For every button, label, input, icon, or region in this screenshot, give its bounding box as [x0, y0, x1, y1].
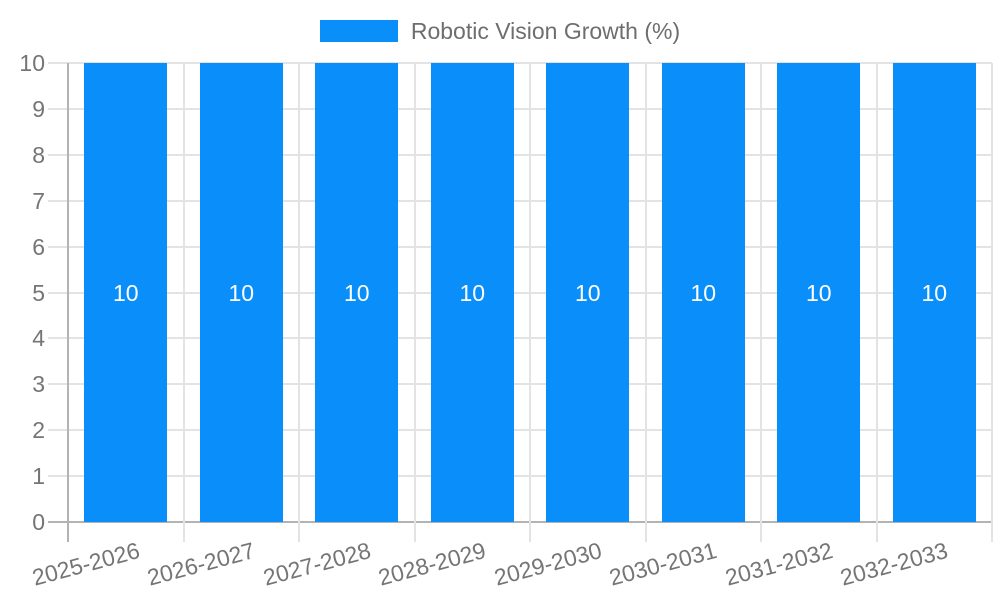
bar: 10: [315, 63, 399, 522]
gridline-horizontal: [48, 153, 992, 156]
bar: 10: [661, 63, 745, 522]
x-tick-label: 2027-2028: [260, 537, 374, 591]
gridline-vertical: [991, 63, 993, 542]
y-tick-label: 1: [32, 463, 45, 490]
y-tick-label: 10: [19, 50, 45, 76]
gridline-horizontal: [48, 429, 992, 432]
bar-value-label: 10: [921, 279, 948, 306]
bar: 10: [892, 63, 976, 522]
bar: 10: [546, 63, 630, 522]
bar-value-label: 10: [112, 279, 139, 306]
gridline-horizontal: [48, 62, 992, 64]
gridline-vertical: [644, 63, 647, 542]
gridline-horizontal: [48, 107, 992, 110]
x-tick-label: 2025-2026: [29, 537, 143, 591]
bar-value-label: 10: [343, 279, 370, 306]
y-tick-label: 8: [32, 141, 45, 168]
legend-label: Robotic Vision Growth (%): [410, 18, 681, 44]
gridline-horizontal: [48, 475, 992, 478]
y-tick-label: 9: [32, 95, 45, 122]
gridline-horizontal: [48, 245, 992, 248]
legend: Robotic Vision Growth (%): [0, 19, 1000, 43]
x-tick-label: 2029-2030: [491, 537, 605, 591]
bar-value-label: 10: [805, 279, 832, 306]
gridline-vertical: [529, 63, 531, 542]
y-axis-line: [67, 63, 69, 542]
gridline-horizontal: [48, 291, 992, 294]
bar-value-label: 10: [459, 279, 486, 306]
y-tick-label: 6: [32, 233, 45, 260]
legend-item[interactable]: Robotic Vision Growth (%): [319, 18, 681, 44]
gridline-horizontal: [48, 337, 992, 340]
y-tick-label: 7: [32, 187, 45, 214]
gridline-horizontal: [48, 199, 992, 202]
gridline-vertical: [413, 63, 416, 542]
y-tick-label: 4: [32, 325, 45, 352]
bar: 10: [199, 63, 283, 522]
bar-value-label: 10: [574, 279, 601, 306]
x-tick-label: 2028-2029: [375, 537, 489, 591]
x-tick-label: 2031-2032: [722, 537, 836, 591]
x-axis-line: [48, 521, 992, 523]
gridline-vertical: [298, 63, 300, 542]
bar: 10: [430, 63, 514, 522]
y-tick-label: 3: [32, 371, 45, 398]
legend-swatch: [319, 20, 398, 42]
x-tick-label: 2026-2027: [144, 537, 258, 591]
x-tick-label: 2030-2031: [606, 537, 720, 591]
y-tick-label: 2: [32, 417, 45, 444]
gridline-vertical: [760, 63, 762, 542]
gridline-vertical: [182, 63, 185, 542]
gridline-vertical: [875, 63, 878, 542]
bar-value-label: 10: [690, 279, 717, 306]
bar-value-label: 10: [228, 279, 255, 306]
x-tick-label: 2032-2033: [837, 537, 951, 591]
gridline-horizontal: [48, 383, 992, 386]
y-tick-label: 0: [32, 509, 45, 535]
y-tick-label: 5: [32, 279, 45, 306]
bar: 10: [777, 63, 861, 522]
bar: 10: [84, 63, 168, 522]
